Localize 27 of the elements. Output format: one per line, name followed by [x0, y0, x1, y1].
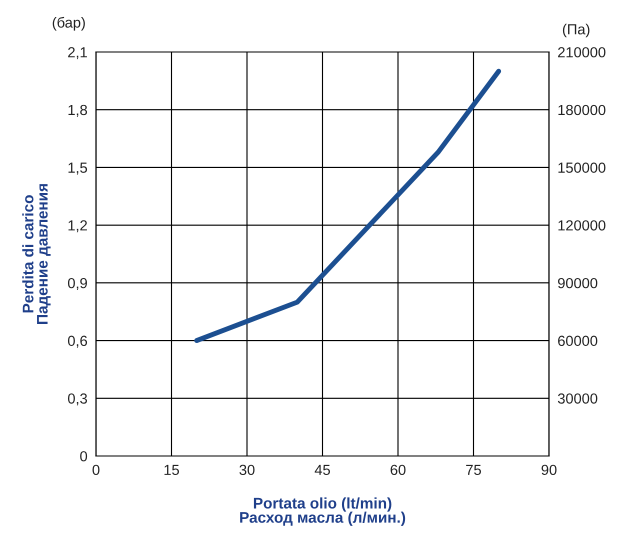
x-axis-title: Portata olio (lt/min) Расход масла (л/мин.) [240, 497, 406, 526]
y2-tick-label: 210000 [558, 47, 606, 58]
y2-tick-label: 90000 [558, 278, 598, 288]
y-tick-label: 0,9 [68, 278, 87, 290]
y2-tick-label: 120000 [558, 220, 606, 231]
y-tick-label: 0,3 [68, 393, 88, 406]
line-series [194, 68, 502, 343]
x-tick-label: 0 [92, 464, 100, 476]
y-tick-label: 1,2 [68, 220, 87, 232]
y2-tick-label: 150000 [558, 162, 606, 173]
y2-tick-label: 60000 [558, 336, 598, 346]
x-tick-label: 75 [466, 464, 481, 476]
x-tick-label: 45 [314, 464, 330, 476]
y-tick-label: 0 [80, 451, 88, 462]
x-tick-label: 15 [164, 464, 179, 476]
y-tick-label: 0,6 [68, 336, 88, 348]
y2-axis-title: (Па) [562, 24, 590, 38]
x-tick-label: 30 [239, 464, 255, 476]
x-tick-label: 90 [542, 464, 557, 476]
text: (бар) [52, 16, 85, 31]
y2-tick-label: 180000 [558, 104, 606, 116]
y-axis-title: Perdita di carico Падение давления [22, 184, 51, 324]
y-tick-label: 1,8 [68, 104, 88, 117]
y-tick-label: 1,5 [68, 162, 88, 175]
x-tick-label: 60 [390, 464, 406, 476]
y-tick-label: 2,1 [68, 47, 87, 60]
y2-tick-label: 30000 [558, 393, 598, 404]
